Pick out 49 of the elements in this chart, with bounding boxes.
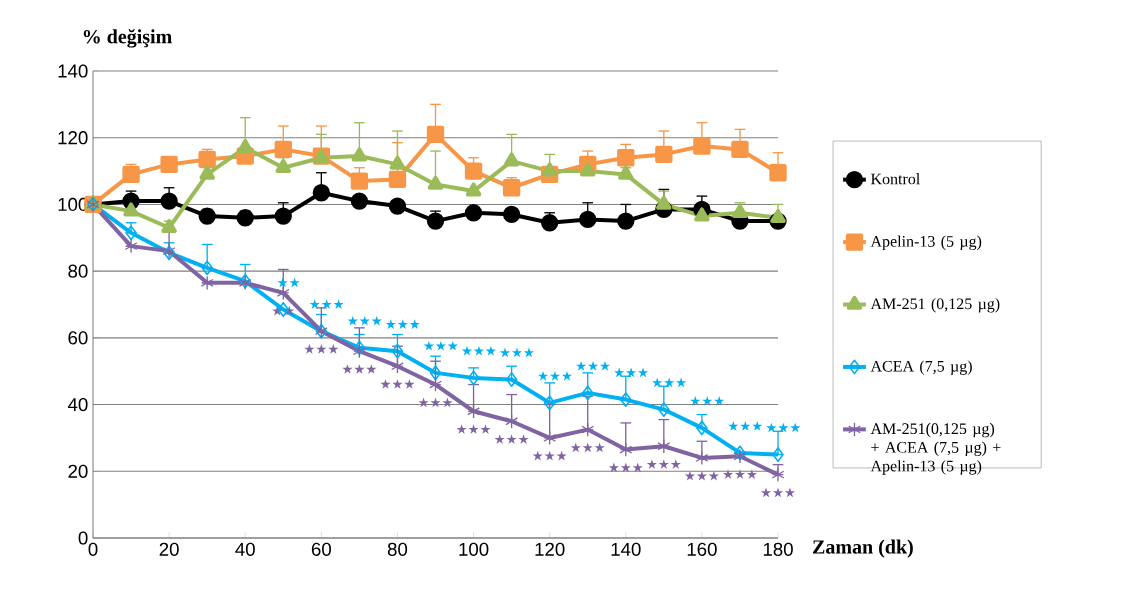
annotation: ★★★ [532,450,567,461]
y-tick-label: 60 [68,331,88,345]
annotation: ★★★ [608,462,643,473]
x-tick-label: 140 [611,542,641,556]
x-tick-label: 80 [387,542,408,556]
annotation: ★★★ [309,299,344,309]
annotation: ★★★ [304,344,339,354]
legend-label: AM-251(0,125 µg) + ACEA (7,5 µg) + Apelin-13 (5 µg) [870,422,1001,475]
y-tick-label: 140 [58,64,88,78]
x-tick-label: 120 [535,542,565,556]
annotation: ★★★ [461,345,496,356]
annotation: ★★★ [684,470,719,481]
annotation: ★★★ [570,442,605,453]
annotation: ★★★ [728,420,763,431]
annotation: ★★★ [760,487,796,498]
annotation: ★★★ [690,395,725,406]
y-tick-label: 80 [68,264,88,278]
annotation: ★★★ [423,340,458,351]
annotation: ★★★ [347,315,382,326]
y-axis-title: % değişim [83,29,172,48]
y-tick-label: 20 [68,464,88,478]
x-axis-title: Zaman (dk) [813,539,913,558]
annotation: ★★★ [766,422,801,433]
x-tick-label: 60 [311,542,331,556]
annotation: ★★★ [499,347,535,358]
annotation: ★★★ [722,469,758,479]
annotation: ★★★ [342,364,377,374]
annotation: ★★★ [652,377,687,388]
x-tick-label: 40 [235,542,255,556]
y-tick-label: 40 [67,397,88,412]
annotation: ★★★ [380,379,415,389]
annotation: ★★★ [575,360,611,371]
legend-label: Apelin-13 (5 µg) [870,235,982,251]
legend-label: Kontrol [870,173,920,185]
annotation: ★★★ [646,459,681,469]
x-tick-label: 160 [687,542,717,556]
annotation: ★★★ [537,370,573,381]
y-tick-label: 0 [78,531,88,545]
annotation: ★★★ [614,367,649,378]
x-tick-label: 0 [88,542,98,556]
y-tick-label: 120 [58,131,88,145]
legend-label: AM-251 (0,125 µg) [870,297,1000,313]
x-tick-label: 20 [159,542,179,556]
annotation: ★★★ [385,319,420,329]
legend-label: ACEA (7,5 µg) [870,360,972,375]
annotation: ★★★ [494,434,529,444]
annotation: ★★★ [456,424,491,434]
x-tick-label: 100 [459,542,489,556]
x-tick-label: 180 [763,542,793,556]
